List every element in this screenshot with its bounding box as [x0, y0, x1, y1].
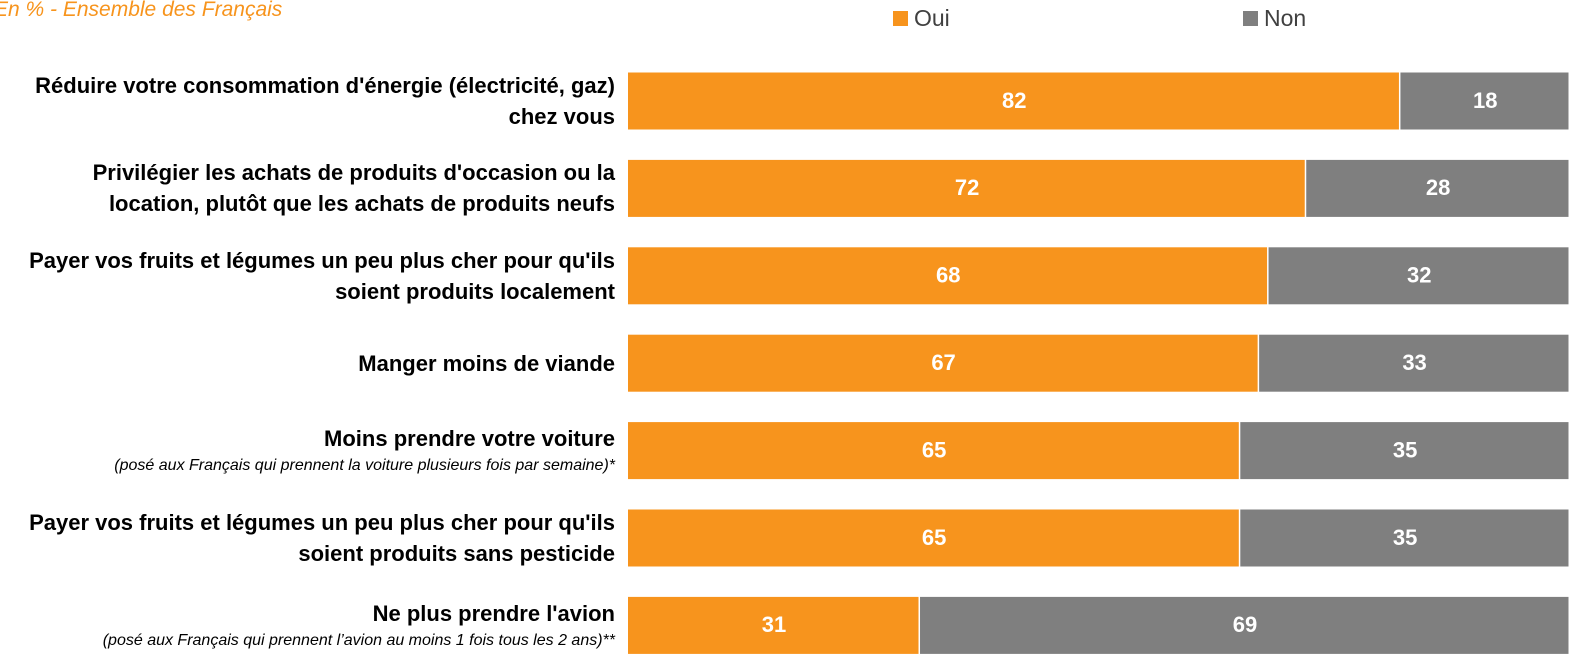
category-text: Moins prendre votre voiture — [324, 426, 615, 452]
value-label: 32 — [1407, 263, 1431, 288]
value-label: 82 — [1002, 88, 1026, 113]
value-label: 31 — [762, 612, 786, 637]
bar-segment — [628, 596, 919, 654]
category-text: Privilégier les achats de produits d'occ… — [92, 160, 615, 217]
bar-segment — [628, 334, 1258, 392]
value-label: 72 — [955, 175, 979, 200]
category-text: Payer vos fruits et légumes un peu plus … — [29, 247, 615, 304]
value-label: 65 — [922, 437, 946, 462]
value-label: 67 — [931, 350, 955, 375]
legend-label: Non — [1264, 5, 1307, 31]
value-label: 18 — [1473, 88, 1497, 113]
category-label: Réduire votre consommation d'énergie (él… — [5, 61, 615, 141]
bar-segment — [628, 247, 1268, 305]
bar-segment — [1268, 247, 1569, 305]
bar-segment — [1240, 422, 1569, 480]
category-note: (posé aux Français qui prennent l’avion … — [102, 631, 615, 649]
category-label: Moins prendre votre voiture (posé aux Fra… — [5, 411, 615, 491]
legend-label: Oui — [914, 5, 950, 31]
bar-segment — [1306, 159, 1569, 217]
value-label: 68 — [936, 263, 960, 288]
category-label: Privilégier les achats de produits d'occ… — [5, 148, 615, 228]
value-label: 33 — [1402, 350, 1426, 375]
category-text: Ne plus prendre l'avion — [372, 600, 615, 626]
category-note: (posé aux Français qui prennent la voitu… — [114, 457, 615, 475]
bar-segment — [628, 509, 1239, 567]
bar-segment — [628, 72, 1399, 130]
category-text: Manger moins de viande — [358, 350, 615, 376]
category-text: Payer vos fruits et légumes un peu plus … — [29, 510, 615, 566]
bar-segment — [1400, 72, 1569, 130]
category-label: Ne plus prendre l'avion (posé aux Françai… — [5, 585, 615, 660]
value-label: 65 — [922, 525, 946, 550]
bar-segment — [920, 596, 1569, 654]
legend-item: Oui — [893, 5, 950, 32]
value-label: 28 — [1426, 175, 1450, 200]
legend-swatch — [1243, 11, 1258, 26]
value-label: 35 — [1393, 525, 1417, 550]
bar-segment — [1240, 509, 1569, 567]
legend-item: Non — [1243, 5, 1306, 32]
category-label: Manger moins de viande — [5, 323, 615, 403]
value-label: 35 — [1393, 437, 1417, 462]
bar-segment — [1259, 334, 1569, 392]
category-label: Payer vos fruits et légumes un peu plus … — [5, 498, 615, 578]
legend-swatch — [893, 11, 908, 26]
category-text: Réduire votre consommation d'énergie (él… — [35, 73, 615, 129]
subtitle: En % - Ensemble des Français — [0, 0, 283, 21]
bar-segment — [628, 422, 1239, 480]
value-label: 69 — [1233, 612, 1257, 637]
category-label: Payer vos fruits et légumes un peu plus … — [5, 236, 615, 316]
bar-segment — [628, 159, 1305, 217]
